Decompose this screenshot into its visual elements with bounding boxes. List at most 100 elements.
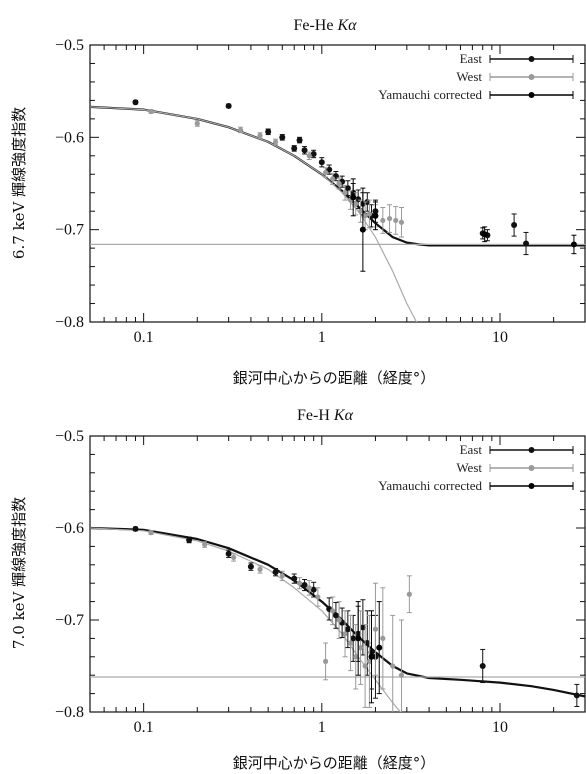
data-point [272, 569, 279, 576]
y-tick-label: −0.6 [55, 129, 84, 146]
data-point [231, 554, 237, 561]
data-point [350, 194, 357, 201]
y-tick-label: −0.7 [55, 222, 84, 239]
data-point [386, 215, 393, 222]
data-point [257, 566, 263, 573]
x-tick-label: 10 [492, 329, 508, 346]
data-point [306, 585, 312, 591]
series-yamauchi-corrected [355, 601, 383, 704]
data-point [296, 580, 303, 586]
legend-marker [528, 92, 535, 98]
data-point [570, 241, 577, 248]
data-point [330, 176, 336, 182]
data-point [332, 612, 339, 619]
y-axis-label: 7.0 keV 輝線強度指数 [10, 497, 28, 649]
data-point [357, 645, 364, 651]
data-point [573, 692, 580, 699]
data-point [301, 582, 308, 589]
data-point [368, 653, 375, 660]
data-point [310, 150, 317, 157]
y-tick-label: −0.5 [55, 37, 84, 54]
legend-label: East [460, 442, 483, 457]
chart-title: Fe-H Kα [297, 407, 354, 424]
data-point [398, 219, 405, 225]
x-axis-label: 銀河中心からの距離（経度°） [233, 369, 436, 387]
legend-marker [528, 74, 535, 80]
data-point [225, 102, 232, 109]
data-point [398, 672, 405, 678]
data-point [237, 127, 244, 133]
data-point [357, 208, 364, 214]
data-point [291, 575, 298, 582]
legend-marker [528, 483, 535, 489]
plot-frame [89, 44, 586, 323]
data-point [355, 196, 362, 203]
y-tick-label: −0.7 [55, 612, 84, 629]
data-point [380, 217, 386, 224]
data-point [336, 180, 342, 187]
data-point [301, 147, 308, 154]
data-point [372, 212, 379, 219]
data-point [366, 658, 373, 665]
x-axis-label: 銀河中心からの距離（経度°） [233, 754, 436, 772]
legend-marker [528, 56, 535, 62]
data-point [353, 654, 359, 660]
data-point [296, 137, 303, 144]
model-curve-total [90, 526, 585, 698]
data-point [225, 550, 232, 557]
x-tick-label: 0.1 [134, 719, 154, 736]
data-point [359, 624, 366, 631]
x-tick-label: 10 [492, 719, 508, 736]
data-point [202, 541, 208, 548]
y-tick-label: −0.6 [55, 520, 84, 537]
data-point [132, 525, 139, 532]
data-point [479, 663, 486, 669]
plot-area [90, 525, 585, 712]
x-tick-label: 1 [318, 719, 326, 736]
data-point [342, 631, 348, 637]
data-point [406, 591, 412, 597]
series-east [132, 99, 530, 256]
data-point [353, 201, 359, 207]
plot-area [90, 99, 585, 322]
data-point [344, 185, 351, 192]
legend-label: East [460, 51, 483, 66]
data-point [523, 240, 530, 247]
data-point [322, 169, 329, 176]
data-point [355, 635, 362, 642]
data-point [390, 663, 396, 669]
data-point [372, 626, 379, 632]
data-point [393, 217, 399, 224]
legend: East West Yamauchi corrected [378, 442, 574, 493]
data-point [318, 159, 325, 166]
x-tick-label: 0.1 [134, 329, 154, 346]
series-yamauchi-corrected [350, 178, 577, 272]
data-point [315, 594, 321, 600]
data-point [336, 617, 342, 623]
data-point [376, 644, 383, 651]
data-point [148, 530, 154, 536]
legend: East West Yamauchi corrected [378, 51, 574, 102]
chart-title: Fe-He Kα [293, 17, 357, 34]
data-point [279, 573, 285, 579]
data-point [265, 128, 272, 135]
y-tick-label: −0.5 [55, 428, 84, 445]
data-point [291, 145, 298, 152]
data-point [330, 608, 336, 614]
legend-label: Yamauchi corrected [378, 478, 482, 493]
legend-marker [528, 465, 535, 471]
legend-label: West [456, 460, 482, 475]
data-point [362, 663, 368, 669]
data-point [186, 536, 193, 543]
legend-label: West [456, 69, 482, 84]
data-point [344, 626, 351, 633]
data-point [362, 213, 368, 219]
data-point [359, 226, 366, 233]
y-axis-label: 6.7 keV 輝線強度指数 [10, 107, 28, 259]
data-point [380, 635, 386, 642]
data-point [310, 586, 317, 593]
data-point [347, 640, 354, 646]
y-tick-label: −0.8 [55, 704, 84, 721]
y-tick-label: −0.8 [55, 314, 84, 331]
